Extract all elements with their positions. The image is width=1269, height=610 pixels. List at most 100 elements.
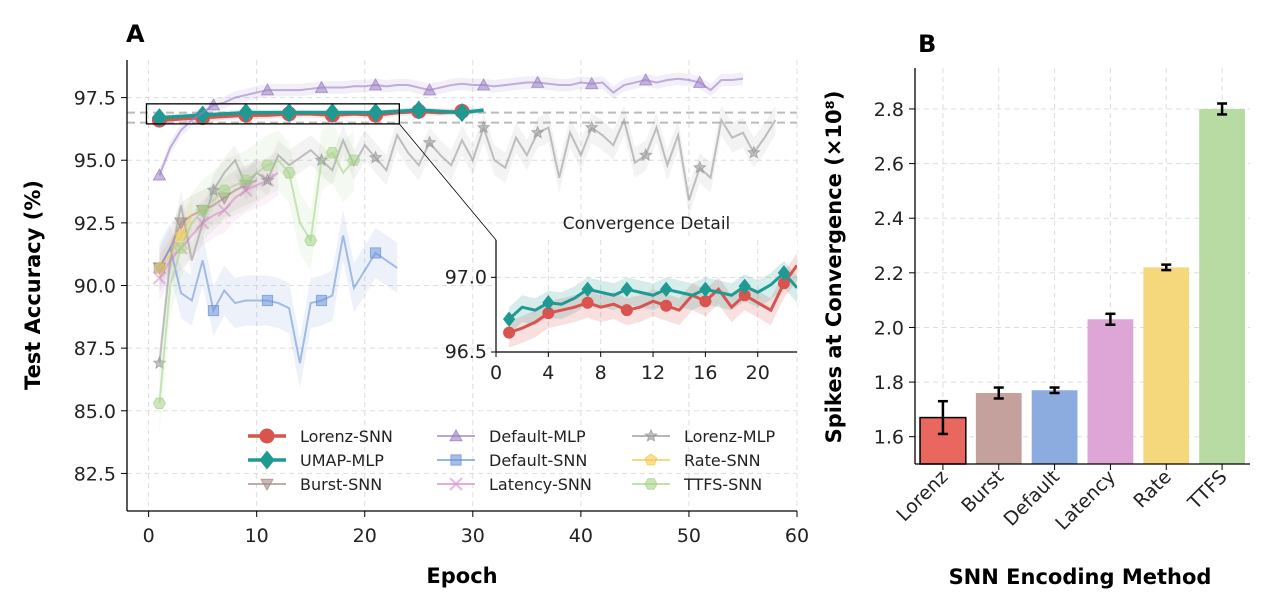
panel-a-x-axis-title: Epoch [426,564,497,588]
y-tick-label-3: 90.0 [74,276,116,298]
b-y-tick-label-5: 2.6 [874,154,904,176]
marker-default-mlp-20 [368,78,383,91]
b-y-tick-label-4: 2.4 [874,208,904,230]
y-tick-label-2: 87.5 [74,338,116,360]
marker-default-snn-20 [369,247,382,259]
marker-ttfs-snn-12 [282,167,296,179]
series-line-umap-mlp [159,108,484,120]
b-x-tick-label-rate: Rate [1129,466,1175,512]
marker-default-mlp-35 [530,75,545,88]
marker-default-mlp-0 [152,168,167,181]
marker-lorenz-mlp-40 [584,120,599,134]
inset-marker-umap-mlp-0 [502,311,516,327]
inset-marker-lorenz-snn-0 [503,326,516,339]
marker-lorenz-mlp-50 [692,160,707,174]
marker-default-mlp-50 [692,75,707,88]
marker-latency-snn-6 [217,203,231,218]
series-line-lorenz-mlp [158,117,777,364]
marker-ttfs-snn-10 [260,159,275,171]
marker-default-mlp-15 [314,80,329,93]
marker-rate-snn-0 [153,261,166,274]
marker-default-mlp-30 [476,78,491,91]
inset-convergence-detail: Convergence Detail 0 4 8 12 16 20 96.5 97.0 [445,214,797,384]
inset-marker-umap-mlp-9 [620,281,634,297]
marker-lorenz-mlp-20 [368,150,383,164]
marker-ttfs-snn-16 [325,147,339,159]
bar-latency [1087,319,1134,464]
inset-x-tick-label-5: 20 [746,362,770,384]
marker-lorenz-mlp-25 [422,135,437,149]
marker-lorenz-mlp-30 [476,120,491,134]
legend-marker-lorenz-snn [259,428,275,444]
band-default-snn [159,210,398,389]
legend-marker-burst-snn [260,478,274,492]
inset-marker-umap-mlp-15 [699,281,712,297]
legend-label-rate-snn: Rate-SNN [684,451,761,470]
b-y-tick-label-2: 2.0 [874,317,904,339]
marker-default-mlp-5 [206,98,221,111]
x-tick-label-2: 20 [353,525,377,547]
inset-marker-umap-mlp-6 [581,281,594,297]
inset-x-tick-label-1: 4 [542,362,554,384]
marker-umap-mlp-8 [324,103,340,123]
band-default-mlp [159,72,743,182]
legend-marker-ttfs-snn [644,478,658,490]
inset-marker-umap-mlp-21 [777,265,791,281]
legend-label-latency-snn: Latency-SNN [489,475,592,494]
marker-lorenz-mlp-55 [746,145,761,159]
marker-default-mlp-25 [422,83,437,96]
inset-marker-lorenz-snn-6 [581,296,594,309]
error-bar-latency [1105,312,1116,326]
error-bar-lorenz [937,399,948,436]
inset-x-tick-label-2: 8 [595,362,607,384]
legend-marker-latency-snn [449,477,463,491]
inset-x-tick-label-3: 12 [641,362,665,384]
marker-ttfs-snn-14 [304,234,318,247]
inset-marker-lorenz-snn-9 [620,304,633,317]
error-bar-rate [1161,263,1172,272]
marker-umap-mlp-14 [454,103,470,123]
inset-y-tick-label-0: 96.5 [445,341,487,363]
legend-label-lorenz-snn: Lorenz-SNN [300,427,393,446]
b-y-tick-label-6: 2.8 [874,99,904,121]
panel-a-y-axis-title: Test Accuracy (%) [21,180,45,390]
error-bar-ttfs [1217,102,1228,116]
band-ttfs-snn [159,122,354,434]
marker-lorenz-mlp-45 [638,147,653,162]
marker-default-mlp-40 [584,76,599,90]
marker-default-snn-15 [315,294,328,307]
marker-ttfs-snn-6 [217,184,231,196]
y-tick-label-4: 92.5 [74,213,116,235]
marker-umap-mlp-0 [151,108,168,128]
inset-title: Convergence Detail [563,214,731,234]
series-line-default-snn [158,235,398,364]
panel-a-legend: Lorenz-SNN UMAP-MLP Burst-SNN Default-MLP De… [248,427,776,494]
legend-marker-rate-snn [644,453,658,466]
marker-latency-snn-8 [239,183,253,197]
b-y-tick-label-1: 1.8 [874,372,904,394]
panel-a-label: A [126,20,145,48]
legend-marker-default-snn [450,454,462,466]
x-tick-label-4: 40 [569,525,593,547]
series-line-ttfs-snn [158,151,355,404]
marker-umap-mlp-6 [281,103,297,123]
marker-ttfs-snn-0 [152,397,166,409]
bar-burst [975,392,1022,464]
inset-marker-umap-mlp-3 [542,295,555,311]
panel-b-y-axis-title: Spikes at Convergence (×10⁸) [822,91,846,444]
inset-marker-umap-mlp-12 [659,281,673,297]
panel-b-x-axis-title: SNN Encoding Method [949,565,1212,589]
inset-marker-umap-mlp-18 [738,278,751,294]
legend-marker-lorenz-mlp [644,428,658,442]
marker-umap-mlp-12 [411,100,427,120]
marker-umap-mlp-10 [367,103,384,123]
inset-marker-lorenz-snn-15 [699,295,712,308]
x-tick-label-5: 50 [677,525,701,547]
bar-ttfs [1199,108,1245,464]
marker-ttfs-snn-4 [196,204,210,217]
marker-default-mlp-10 [260,83,275,96]
band-lorenz-mlp [159,105,776,379]
legend-label-ttfs-snn: TTFS-SNN [683,475,762,494]
legend-label-default-mlp: Default-MLP [489,427,586,446]
